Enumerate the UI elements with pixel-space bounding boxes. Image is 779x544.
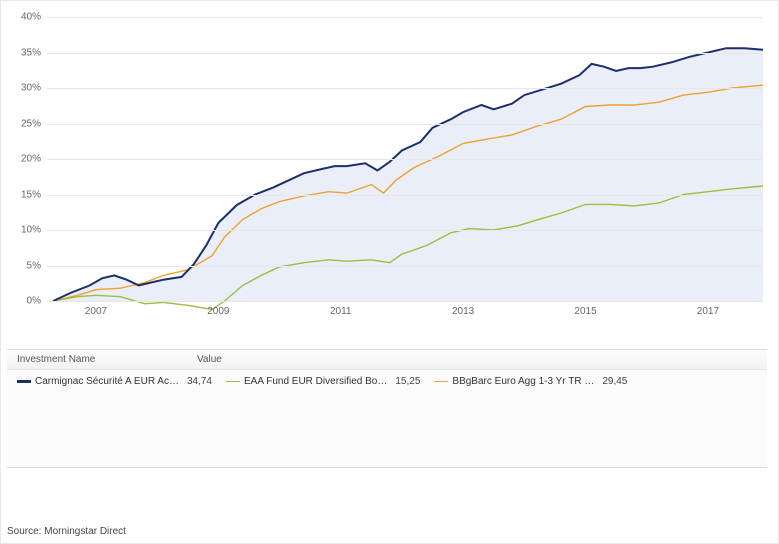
y-axis-tick: 10% — [7, 225, 41, 236]
y-axis-tick: 5% — [7, 260, 41, 271]
legend-label: BBgBarc Euro Agg 1-3 Yr TR … — [452, 376, 594, 387]
x-axis-tick: 2011 — [330, 306, 352, 317]
performance-chart: 0% 5% 10% 15% 20% 25% 30% 35% 40% 2007 2009 2011 201… — [7, 11, 767, 321]
plot-area: 0%5%10%15%20%25%30%35%40%200720092011201… — [47, 17, 763, 302]
legend-item: EAA Fund EUR Diversified Bo… 15,25 — [226, 376, 420, 387]
legend-label: EAA Fund EUR Diversified Bo… — [244, 376, 387, 387]
legend-item: Carmignac Sécurité A EUR Ac… 34,74 — [17, 376, 212, 387]
y-axis-tick: 15% — [7, 189, 41, 200]
x-axis-tick: 2009 — [207, 306, 229, 317]
legend-table: Investment Name Value Carmignac Sécurité… — [7, 349, 767, 468]
legend-swatch — [17, 380, 31, 383]
y-axis-tick: 25% — [7, 118, 41, 129]
y-axis-tick: 35% — [7, 47, 41, 58]
y-axis-tick: 30% — [7, 83, 41, 94]
x-axis-tick: 2015 — [574, 306, 596, 317]
y-axis-tick: 40% — [7, 12, 41, 23]
legend-value: 34,74 — [187, 376, 212, 387]
legend-item: BBgBarc Euro Agg 1-3 Yr TR … 29,45 — [434, 376, 627, 387]
col-investment-name: Investment Name — [17, 354, 197, 365]
source-label: Source: Morningstar Direct — [7, 526, 126, 537]
x-axis-tick: 2017 — [697, 306, 719, 317]
col-value: Value — [197, 354, 222, 365]
x-axis-tick: 2007 — [85, 306, 107, 317]
y-axis-tick: 20% — [7, 154, 41, 165]
legend-swatch — [434, 381, 448, 383]
x-axis-tick: 2013 — [452, 306, 474, 317]
legend-header: Investment Name Value — [7, 350, 767, 370]
legend-value: 29,45 — [602, 376, 627, 387]
legend-swatch — [226, 381, 240, 383]
legend-value: 15,25 — [395, 376, 420, 387]
y-axis-tick: 0% — [7, 296, 41, 307]
legend-label: Carmignac Sécurité A EUR Ac… — [35, 376, 179, 387]
legend-row: Carmignac Sécurité A EUR Ac… 34,74 EAA Fun… — [7, 370, 767, 467]
